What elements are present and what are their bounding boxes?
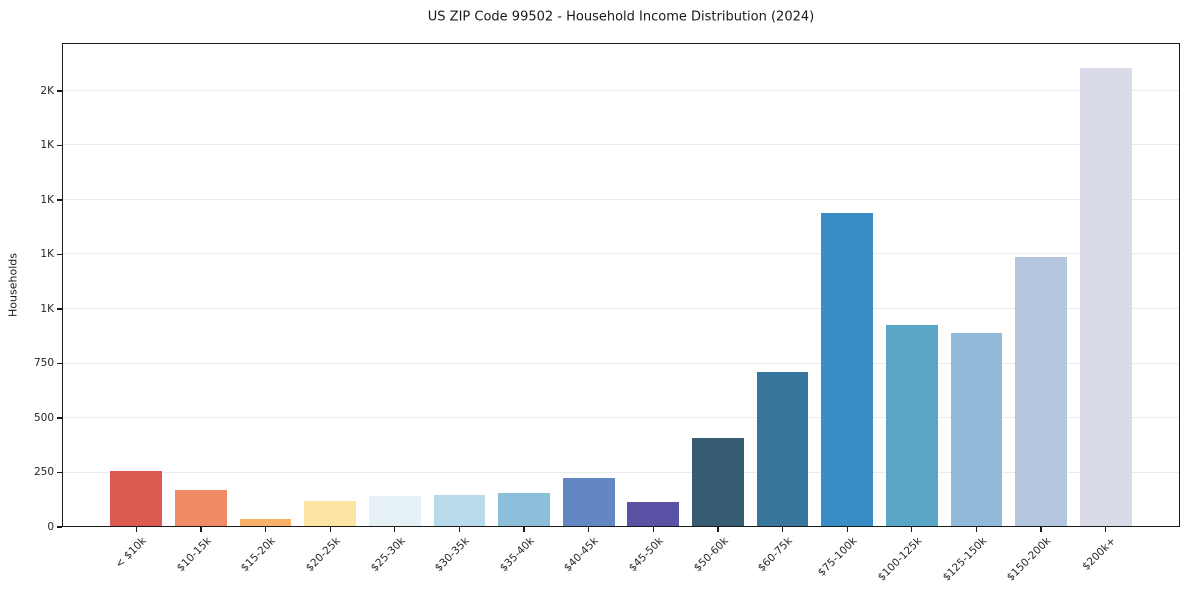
x-tick-mark [846,527,848,532]
x-tick-mark [975,527,978,532]
bar-slot [686,43,751,527]
bar-10k [110,471,163,527]
x-tick-mark [135,527,137,532]
x-tick-label: $150-200k [1005,535,1054,584]
gridline-1250 [62,253,1180,255]
y-tick-mark [57,253,62,256]
x-tick-mark [394,527,396,532]
y-tick-mark [57,471,62,474]
bar-slot [104,43,169,527]
x-tick-label: $45-50k [626,535,666,575]
bar-50-60k [692,437,744,527]
bar-125-150k [950,332,1003,527]
x-tick-mark [200,527,202,532]
gridline-250 [62,471,1180,473]
plot-area [62,43,1180,527]
bar-slot [298,43,363,527]
bar-45-50k [627,501,680,527]
y-tick-mark [57,417,62,419]
x-tick-label: $50-60k [691,535,731,575]
bar-slot [944,43,1009,527]
gridline-500 [62,417,1180,418]
bar-slot [621,43,686,527]
bar-100-125k [885,325,938,527]
x-tick-mark [717,527,719,532]
x-tick-label: $15-20k [238,535,279,575]
x-tick-mark [523,527,525,532]
y-tick-label: 1K [40,139,54,152]
x-tick-mark [329,527,331,532]
bar-75-100k [821,213,874,527]
x-tick-label: $200k+ [1080,535,1119,573]
bar-slot [169,43,234,527]
y-tick-label: 750 [33,357,54,370]
bar-slot [815,43,880,527]
y-tick-label: 250 [33,466,54,479]
y-tick-label: 1K [40,248,54,261]
bar-30-35k [433,495,486,527]
x-tick-label: $10-15k [174,535,214,575]
bar-slot [556,43,621,527]
bar-25-30k [368,496,421,527]
bar-10-15k [175,489,227,527]
bar-slot [492,43,557,527]
bars-container [62,43,1180,527]
y-tick-label: 0 [47,521,54,533]
x-tick-label: $25-30k [368,535,408,575]
x-tick-mark [911,527,913,532]
gridline-1750 [62,144,1180,146]
bar-slot [233,43,298,527]
x-tick-label: < $10k [113,535,149,571]
y-tick-label: 1K [40,302,54,315]
x-tick-label: $125-150k [940,535,989,584]
x-tick-mark [1040,527,1042,532]
bar-slot [1009,43,1074,527]
x-tick-label: $30-35k [432,535,472,575]
bar-20-25k [304,500,357,527]
x-tick-mark [458,527,461,532]
y-tick-label: 2K [40,84,54,97]
y-tick-mark [57,308,62,310]
y-tick-mark [57,144,62,147]
y-tick-mark [57,90,62,92]
bar-15-20k [239,519,292,527]
x-tick-label: $60-75k [755,535,796,575]
x-tick-label: $40-45k [562,535,602,575]
x-tick-label: $35-40k [497,535,537,575]
bar-200k [1079,68,1132,527]
x-tick-mark [1105,527,1107,532]
bar-slot [427,43,492,527]
bar-slot [880,43,945,527]
bar-slot [1073,43,1138,527]
x-tick-label: $100-125k [875,535,925,584]
gridline-750 [62,362,1180,364]
x-tick-label: $75-100k [815,535,860,579]
x-tick-label: $20-25k [303,535,343,575]
gridline-1000 [62,307,1180,309]
y-tick-mark [57,362,62,365]
chart-title: US ZIP Code 99502 - Household Income Dis… [427,9,815,25]
bar-150-200k [1015,256,1067,527]
x-tick-mark [652,527,654,532]
bar-40-45k [562,477,615,527]
x-tick-mark [588,527,590,532]
x-tick-mark [264,527,267,532]
bar-60-75k [756,372,809,527]
y-tick-label: 500 [33,411,54,424]
y-tick-mark [57,526,62,528]
y-tick-label: 1K [40,193,54,206]
gridline-1500 [62,198,1180,200]
bar-slot [750,43,815,527]
gridline-2000 [62,89,1180,91]
y-tick-mark [57,199,62,201]
bar-slot [363,43,428,527]
x-tick-mark [781,527,784,532]
bar-35-40k [498,493,550,527]
